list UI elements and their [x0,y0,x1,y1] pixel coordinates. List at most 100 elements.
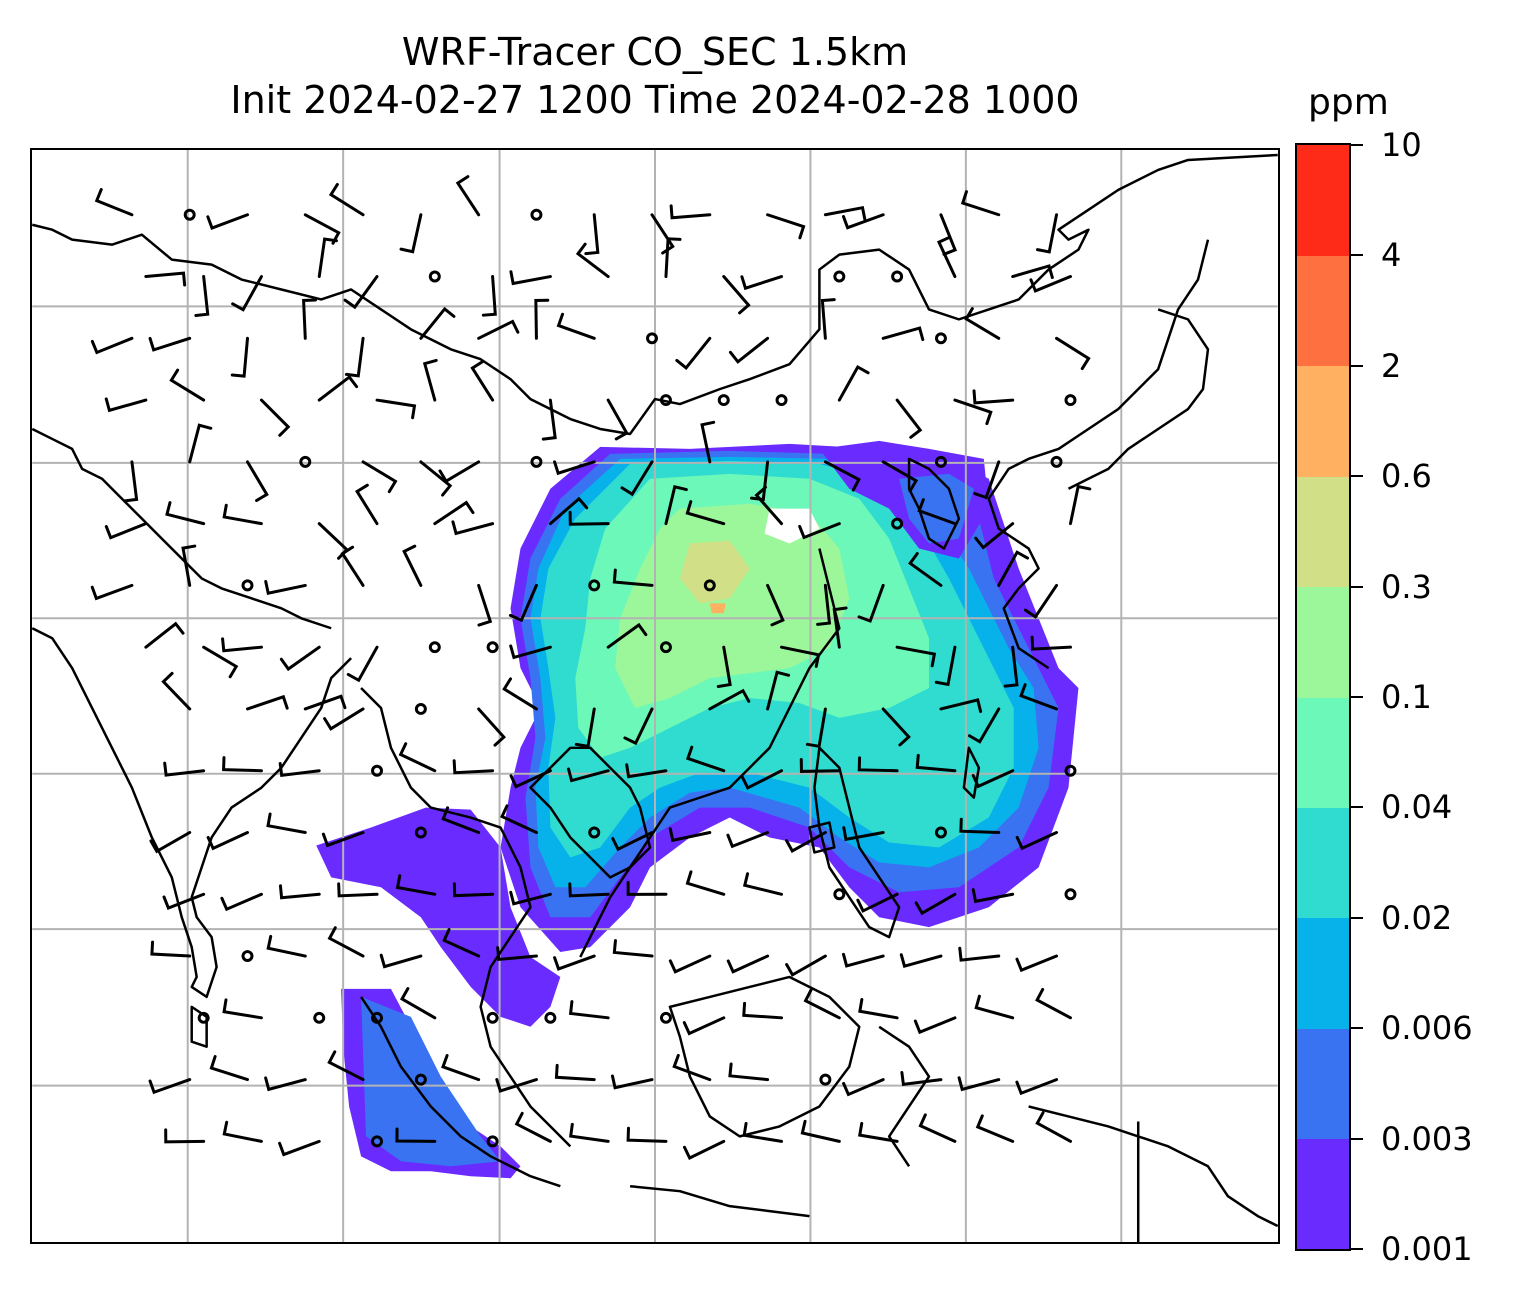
wind-barb [162,892,206,910]
wind-barb [971,769,1015,789]
wind-calm-marker [486,1135,499,1148]
wind-barb [805,707,827,749]
wind-barb [508,583,538,623]
wind-barb [675,336,712,371]
wind-barb [625,763,668,779]
wind-calm-marker [1064,394,1077,407]
wind-barb [742,872,784,896]
wind-barb [664,237,682,279]
wind-barb [148,1078,192,1095]
wind-barb [221,637,263,653]
wind-barb [202,645,239,679]
wind-barb [148,336,192,352]
wind-barb [509,270,552,286]
colorbar-tick-mark [1351,1248,1363,1250]
coast-korea [907,457,961,550]
wind-barb [881,460,919,493]
wind-calm-marker [588,826,601,839]
title-line-2: Init 2024-02-27 1200 Time 2024-02-28 100… [230,78,1080,122]
wind-barb [726,831,770,849]
wind-barb [914,892,957,916]
wind-calm-marker [371,1135,383,1148]
wind-barb [346,645,379,683]
wind-barb [971,888,1015,904]
wind-barb [974,522,1015,550]
wind-barb [470,360,495,402]
wind-barb [823,460,861,492]
wind-barb [960,190,1001,217]
wind-calm-marker [486,1011,499,1024]
wind-barb [895,645,937,668]
wind-barb [1055,336,1091,371]
coast-east-asia [987,239,1210,670]
wind-barb [728,1062,770,1082]
wind-calm-marker [414,702,427,715]
wind-barb [939,698,983,714]
wind-calm-marker [588,579,601,592]
wind-barb [958,946,1001,962]
wind-barb [917,498,957,526]
wind-barb [94,188,134,217]
wind-barb [837,364,870,402]
wind-calm-marker [659,641,672,654]
wind-barb [606,398,629,441]
wind-barb [623,707,654,746]
colorbar-tick-label: 0.6 [1381,457,1432,496]
wind-calm-marker [1064,764,1077,777]
wind-barb [188,423,213,464]
wind-barbs [90,175,1092,1161]
wind-calm-marker [1064,888,1077,901]
wind-barb [740,769,784,790]
wind-barb [842,213,885,230]
wind-barb [340,545,365,587]
wind-barb [685,500,726,526]
wind-barb [206,831,249,851]
coast-india [32,627,352,999]
wind-calm-marker [1050,455,1063,468]
wind-barb [842,952,885,968]
wind-calm-marker [833,888,846,901]
wind-barb [728,336,770,364]
wind-barb [398,742,437,773]
wind-barb [502,677,538,711]
wind-barb [668,954,712,974]
wind-barb [245,460,269,503]
colorbar-tick-mark [1351,144,1363,146]
coastlines [32,153,1278,1242]
wind-calm-marker [313,1011,326,1024]
wind-barb [816,583,832,626]
wind-calm-marker [819,1073,832,1086]
wind-calm-marker [428,270,441,283]
wind-calm-marker [530,455,543,468]
wind-barb [144,271,187,287]
wind-barb [399,987,437,1020]
wind-barb [442,928,481,958]
colorbar-tick-label: 0.1 [1381,678,1432,716]
wind-calm-marker [371,1011,383,1024]
wind-barb [899,953,943,969]
wind-barb [685,870,726,896]
wind-barb [123,460,139,503]
coast-thailand [529,746,652,879]
wind-barb [785,954,827,977]
wind-barb [672,1053,712,1082]
wind-barb [972,389,1015,405]
wind-barb [668,827,712,843]
wind-barb [317,374,359,402]
coast-borneo [668,975,861,1138]
wind-barb [181,544,197,587]
wind-barb [104,397,148,413]
wind-calm-marker [703,579,716,592]
wind-barb [90,336,134,355]
colorbar-tick-mark [1351,1137,1363,1140]
wind-barb [553,460,596,476]
colorbar-segment [1297,145,1349,256]
wind-barb [708,688,751,711]
wind-barb [264,580,307,595]
wind-barb [266,812,307,834]
wind-barb [669,204,712,220]
wind-barb [422,358,438,402]
wind-barb [231,275,263,312]
colorbar-tick-mark [1351,364,1363,367]
wind-barb [967,707,1001,744]
